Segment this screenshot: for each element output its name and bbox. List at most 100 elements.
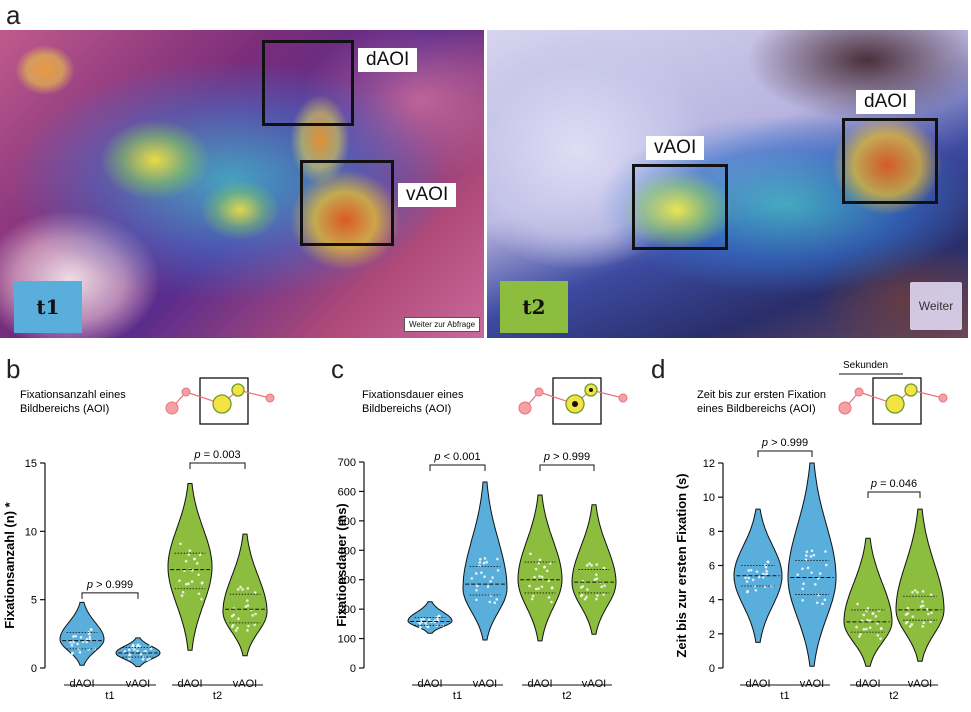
data-point [540, 585, 544, 589]
violin-t2-dAOI [843, 537, 893, 667]
data-point [142, 651, 145, 654]
category-label: vAOI [473, 678, 497, 690]
data-point [550, 586, 554, 589]
category-label: dAOI [69, 678, 94, 690]
y-tick-label: 6 [709, 561, 715, 573]
data-point [545, 569, 549, 573]
data-point [921, 625, 924, 628]
data-point [533, 575, 536, 579]
data-point [855, 625, 858, 629]
data-point [131, 646, 134, 649]
data-point [246, 587, 250, 590]
data-point [76, 642, 79, 646]
chart-panel-b: Fixationsanzahl eines Bildbereichs (AOI) 0… [2, 377, 275, 702]
fixation-dot [518, 401, 532, 415]
data-point [534, 567, 538, 571]
y-tick-label: 8 [709, 526, 715, 538]
data-point [796, 573, 799, 576]
y-tick-label: 300 [338, 575, 356, 587]
data-point [817, 593, 820, 597]
weiter-button[interactable]: Weiter [910, 282, 962, 330]
p-value-label: p > 0.999 [86, 579, 133, 591]
data-point [422, 617, 426, 621]
p-value-label: p > 0.999 [543, 451, 590, 463]
data-point [603, 584, 606, 587]
y-tick-label: 15 [25, 458, 37, 470]
aoi-frame-icon [872, 377, 922, 425]
data-point [880, 627, 883, 630]
data-point [418, 622, 422, 625]
data-point [127, 648, 131, 652]
data-point [919, 605, 923, 608]
data-point [858, 635, 861, 638]
data-point [906, 606, 910, 610]
data-point [139, 652, 143, 656]
data-point [547, 579, 550, 583]
aoi-fixation-dot [212, 394, 232, 414]
data-point [230, 625, 234, 628]
panel-letter-d: d [651, 354, 666, 384]
data-point [548, 561, 552, 565]
data-point [149, 643, 152, 647]
panel-letter-a: a [6, 0, 21, 30]
data-point [585, 564, 589, 567]
data-point [528, 584, 531, 588]
aoi-fixation-dot [904, 383, 918, 397]
y-axis-label: Fixationsdauer (ms) [334, 503, 349, 627]
group-label: t1 [453, 690, 462, 702]
data-point [876, 633, 880, 637]
weiter-zur-abfrage-button[interactable]: Weiter zur Abfrage [404, 317, 481, 332]
data-point [141, 658, 145, 661]
data-point [241, 588, 244, 591]
data-point [200, 597, 203, 601]
t2-vaoi-label: vAOI [646, 136, 705, 160]
data-point [435, 615, 439, 619]
category-label: dAOI [177, 678, 202, 690]
data-point [765, 572, 768, 576]
data-point [234, 629, 238, 632]
data-point [804, 558, 808, 562]
data-point [253, 623, 256, 627]
y-tick-label: 500 [338, 516, 356, 528]
data-point [88, 632, 91, 636]
aoi-fixation-dot [584, 383, 598, 397]
t1-vaoi-box [300, 160, 394, 246]
data-point [862, 628, 866, 631]
data-point [85, 637, 89, 641]
data-point [148, 657, 152, 660]
category-label: vAOI [126, 678, 150, 690]
data-point [538, 575, 541, 578]
data-point [824, 563, 828, 567]
data-point [426, 625, 430, 629]
violin-t1-dAOI [59, 601, 105, 666]
data-point [595, 597, 598, 601]
data-point [801, 567, 804, 571]
data-point [419, 626, 422, 629]
data-point [485, 560, 488, 564]
data-point [88, 635, 92, 639]
data-point [747, 569, 750, 572]
data-point [178, 579, 181, 582]
chart-title-line2: Bildbereichs (AOI) [20, 403, 109, 415]
data-point [530, 597, 534, 601]
violin-t1-dAOI [733, 508, 783, 643]
data-point [482, 561, 486, 565]
chart-title-line1: Zeit bis zur ersten Fixation [697, 389, 826, 401]
data-point [543, 565, 546, 569]
data-point [805, 550, 809, 554]
data-point [181, 590, 185, 594]
data-point [420, 618, 423, 621]
data-point [179, 542, 182, 546]
t1-daoi-box [262, 40, 354, 126]
data-point [547, 596, 551, 599]
data-point [200, 581, 204, 585]
tag-t1: t1 [14, 281, 82, 333]
data-point [87, 648, 90, 651]
data-point [580, 593, 584, 596]
data-point [877, 609, 881, 613]
data-point [746, 589, 749, 593]
data-point [531, 594, 535, 598]
data-point [198, 553, 202, 556]
data-point [763, 585, 767, 589]
data-point [85, 640, 89, 644]
